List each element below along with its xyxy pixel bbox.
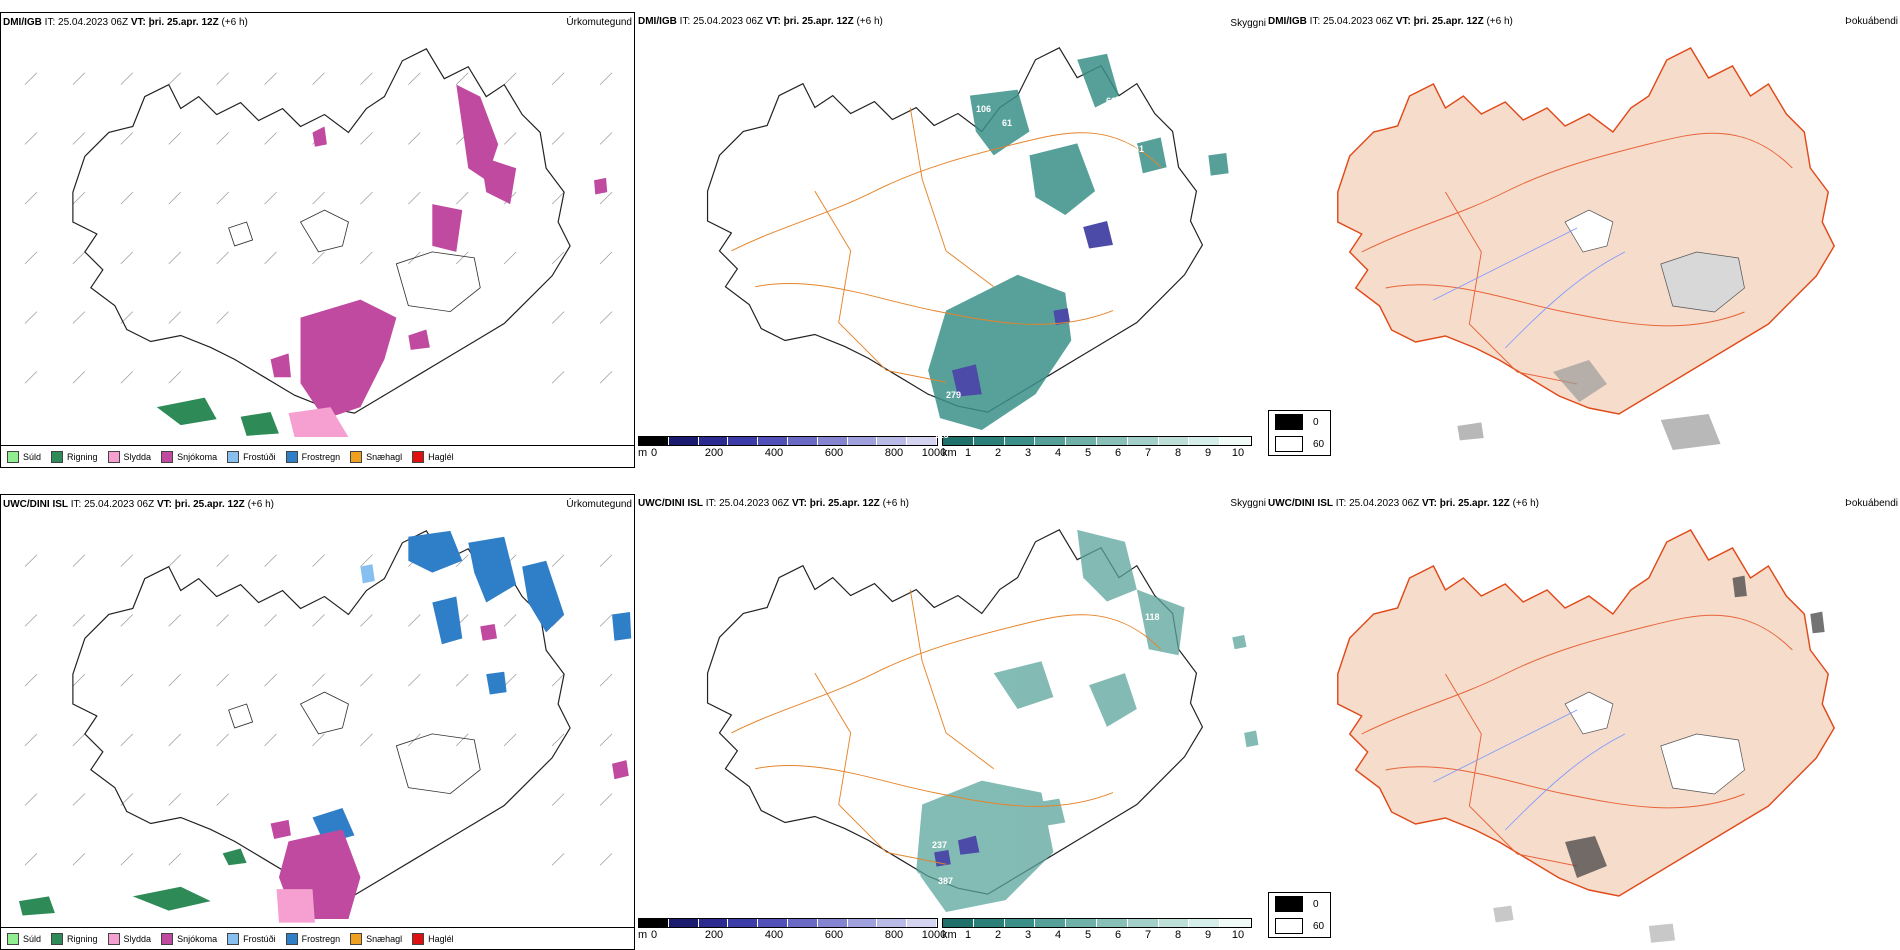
precip-panel-top: DMI/IGB IT: 25.04.2023 06Z VT: þri. 25.a…	[0, 12, 635, 468]
fog-map	[1337, 47, 1835, 450]
precip-panel-bottom: UWC/DINI ISL IT: 25.04.2023 06Z VT: þri.…	[0, 494, 635, 950]
legend-item: Rigning	[51, 932, 98, 945]
legend-item: Súld	[7, 932, 41, 945]
legend-item: Rigning	[51, 450, 98, 463]
fog-map	[1337, 529, 1835, 943]
panel-header: UWC/DINI ISL IT: 25.04.2023 06Z VT: þri.…	[1268, 498, 1539, 509]
panel-title: Skyggni	[1230, 18, 1266, 29]
precip-map	[24, 48, 613, 438]
legend-item: Frostregn	[285, 450, 340, 463]
visibility-panel-top: DMI/IGB IT: 25.04.2023 06Z VT: þri. 25.a…	[636, 12, 1268, 468]
visibility-value-labels: 106 61 61 41 261 176 31 279 115 33	[922, 96, 1145, 440]
panel-title: Úrkomutegund	[566, 17, 632, 28]
panel-title: Þokuábendi	[1845, 498, 1898, 509]
visibility-map	[706, 529, 1259, 913]
visibility-colorbar-m: m 0 200 400 600 800 1000	[638, 436, 946, 460]
visibility-colorbar-km: km 1 2 3 4 5 6 7 8 9 10	[942, 436, 1252, 460]
legend-item: Frostúði	[227, 932, 276, 945]
legend-item: Snjókoma	[161, 450, 217, 463]
panel-header: UWC/DINI ISL IT: 25.04.2023 06Z VT: þri.…	[638, 498, 909, 509]
legend-item: Snæhagl	[350, 932, 402, 945]
panel-title: Úrkomutegund	[566, 499, 632, 510]
visibility-map	[706, 47, 1229, 431]
visibility-panel-bottom: UWC/DINI ISL IT: 25.04.2023 06Z VT: þri.…	[636, 494, 1268, 950]
fog-legend: 0 60	[1268, 410, 1332, 456]
panel-title: Þokuábendi	[1845, 16, 1898, 27]
legend-item: Frostregn	[285, 932, 340, 945]
visibility-colorbar-km: km 1 2 3 4 5 6 7 8 9 10	[942, 918, 1252, 942]
legend-item: Súld	[7, 450, 41, 463]
panel-title: Skyggni	[1230, 498, 1266, 509]
legend-item: Frostúði	[227, 450, 276, 463]
precip-legend: Súld Rigning Slydda Snjókoma Frostúði Fr…	[1, 445, 634, 467]
fog-legend: 0 60	[1268, 892, 1332, 938]
visibility-value-labels: 237 493 387 118	[906, 612, 1160, 886]
panel-header: DMI/IGB IT: 25.04.2023 06Z VT: þri. 25.a…	[3, 17, 248, 28]
precip-map	[18, 530, 632, 923]
precip-legend: Súld Rigning Slydda Snjókoma Frostúði Fr…	[1, 927, 634, 949]
fog-panel-bottom: UWC/DINI ISL IT: 25.04.2023 06Z VT: þri.…	[1266, 494, 1900, 950]
legend-item: Haglél	[412, 932, 454, 945]
panel-header: DMI/IGB IT: 25.04.2023 06Z VT: þri. 25.a…	[638, 16, 883, 27]
fog-panel-top: DMI/IGB IT: 25.04.2023 06Z VT: þri. 25.a…	[1266, 12, 1900, 468]
legend-item: Snjókoma	[161, 932, 217, 945]
legend-item: Haglél	[412, 450, 454, 463]
panel-header: UWC/DINI ISL IT: 25.04.2023 06Z VT: þri.…	[3, 499, 274, 510]
legend-item: Slydda	[107, 450, 151, 463]
visibility-colorbar-m: m 0 200 400 600 800 1000	[638, 918, 946, 942]
legend-item: Slydda	[107, 932, 151, 945]
legend-item: Snæhagl	[350, 450, 402, 463]
panel-header: DMI/IGB IT: 25.04.2023 06Z VT: þri. 25.a…	[1268, 16, 1513, 27]
